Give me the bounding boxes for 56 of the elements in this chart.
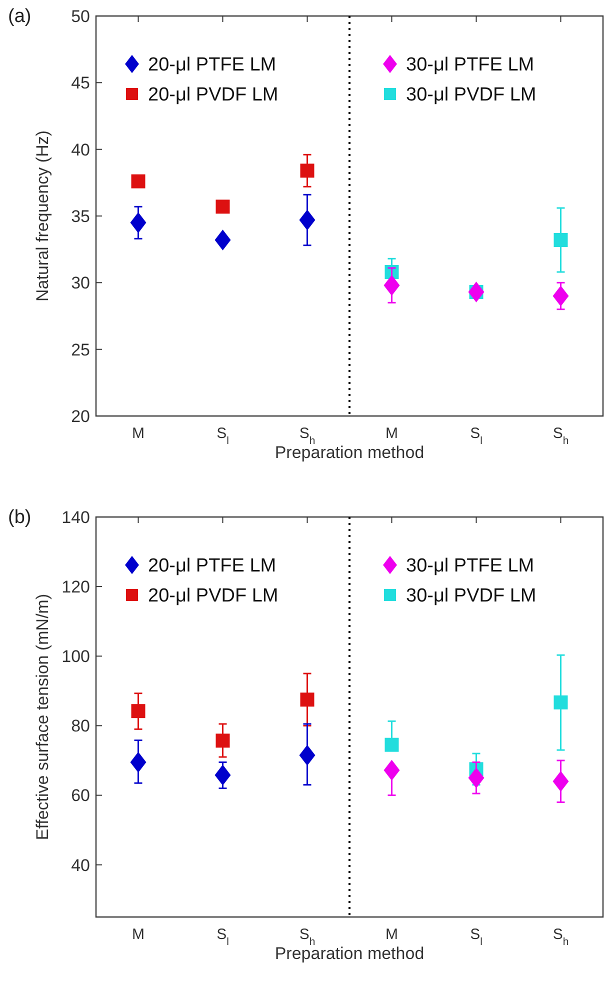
x-tick-label: M bbox=[132, 926, 144, 943]
legend-label: 30-μl PVDF LM bbox=[406, 586, 536, 607]
x-tick-label: M bbox=[132, 425, 144, 442]
y-axis-title: Effective surface tension (mN/m) bbox=[33, 594, 52, 840]
y-tick-label: 140 bbox=[62, 508, 90, 527]
legend-label: 20-μl PTFE LM bbox=[148, 556, 276, 577]
point bbox=[214, 764, 231, 786]
x-tick-label: S$_{l}$ bbox=[216, 425, 229, 447]
legend-label: 20-μl PVDF LM bbox=[148, 586, 278, 607]
y-tick-label: 30 bbox=[71, 274, 90, 293]
legend-label: 30-μl PTFE LM bbox=[406, 54, 534, 76]
x-tick-label: S$_{l}$ bbox=[470, 425, 482, 447]
y-tick-label: 120 bbox=[62, 578, 90, 597]
point bbox=[468, 767, 484, 788]
point bbox=[384, 738, 399, 752]
x-tick-label: S$_{h}$ bbox=[552, 425, 569, 447]
point bbox=[552, 286, 569, 306]
y-tick-label: 80 bbox=[71, 716, 90, 736]
y-tick-label: 40 bbox=[71, 140, 90, 160]
x-tick-label: S$_{h}$ bbox=[552, 926, 569, 948]
chart-title: (a) bbox=[8, 6, 32, 27]
point bbox=[131, 704, 146, 718]
y-tick-label: 40 bbox=[71, 856, 90, 875]
point bbox=[300, 692, 314, 707]
point bbox=[554, 233, 568, 247]
y-tick-label: 60 bbox=[71, 786, 90, 806]
y-tick-label: 100 bbox=[62, 647, 90, 666]
point bbox=[299, 210, 316, 230]
legend-label: 20-μl PVDF LM bbox=[148, 84, 278, 106]
point bbox=[300, 164, 314, 178]
y-tick-label: 45 bbox=[71, 74, 90, 93]
point bbox=[216, 734, 230, 748]
point bbox=[554, 695, 568, 710]
x-tick-label: M bbox=[386, 425, 398, 442]
point bbox=[214, 230, 231, 250]
y-axis-title: Natural frequency (Hz) bbox=[33, 130, 52, 302]
x-tick-label: M bbox=[386, 926, 398, 943]
y-tick-label: 35 bbox=[71, 206, 90, 226]
point bbox=[384, 274, 400, 296]
point bbox=[384, 760, 400, 781]
legend-label: 20-μl PTFE LM bbox=[148, 54, 276, 76]
point bbox=[216, 200, 230, 214]
y-tick-label: 20 bbox=[71, 406, 90, 426]
x-tick-label: S$_{l}$ bbox=[216, 926, 229, 948]
y-tick-label: 25 bbox=[71, 340, 90, 360]
chart-title: (b) bbox=[8, 507, 32, 528]
x-tick-label: S$_{l}$ bbox=[470, 926, 482, 948]
legend-label: 30-μl PTFE LM bbox=[406, 556, 534, 577]
point bbox=[299, 744, 316, 766]
y-tick-label: 50 bbox=[71, 6, 90, 26]
point bbox=[131, 174, 146, 188]
legend-label: 30-μl PVDF LM bbox=[406, 84, 536, 106]
point bbox=[552, 770, 569, 792]
point bbox=[130, 212, 146, 234]
point bbox=[130, 752, 146, 773]
point bbox=[468, 282, 484, 302]
